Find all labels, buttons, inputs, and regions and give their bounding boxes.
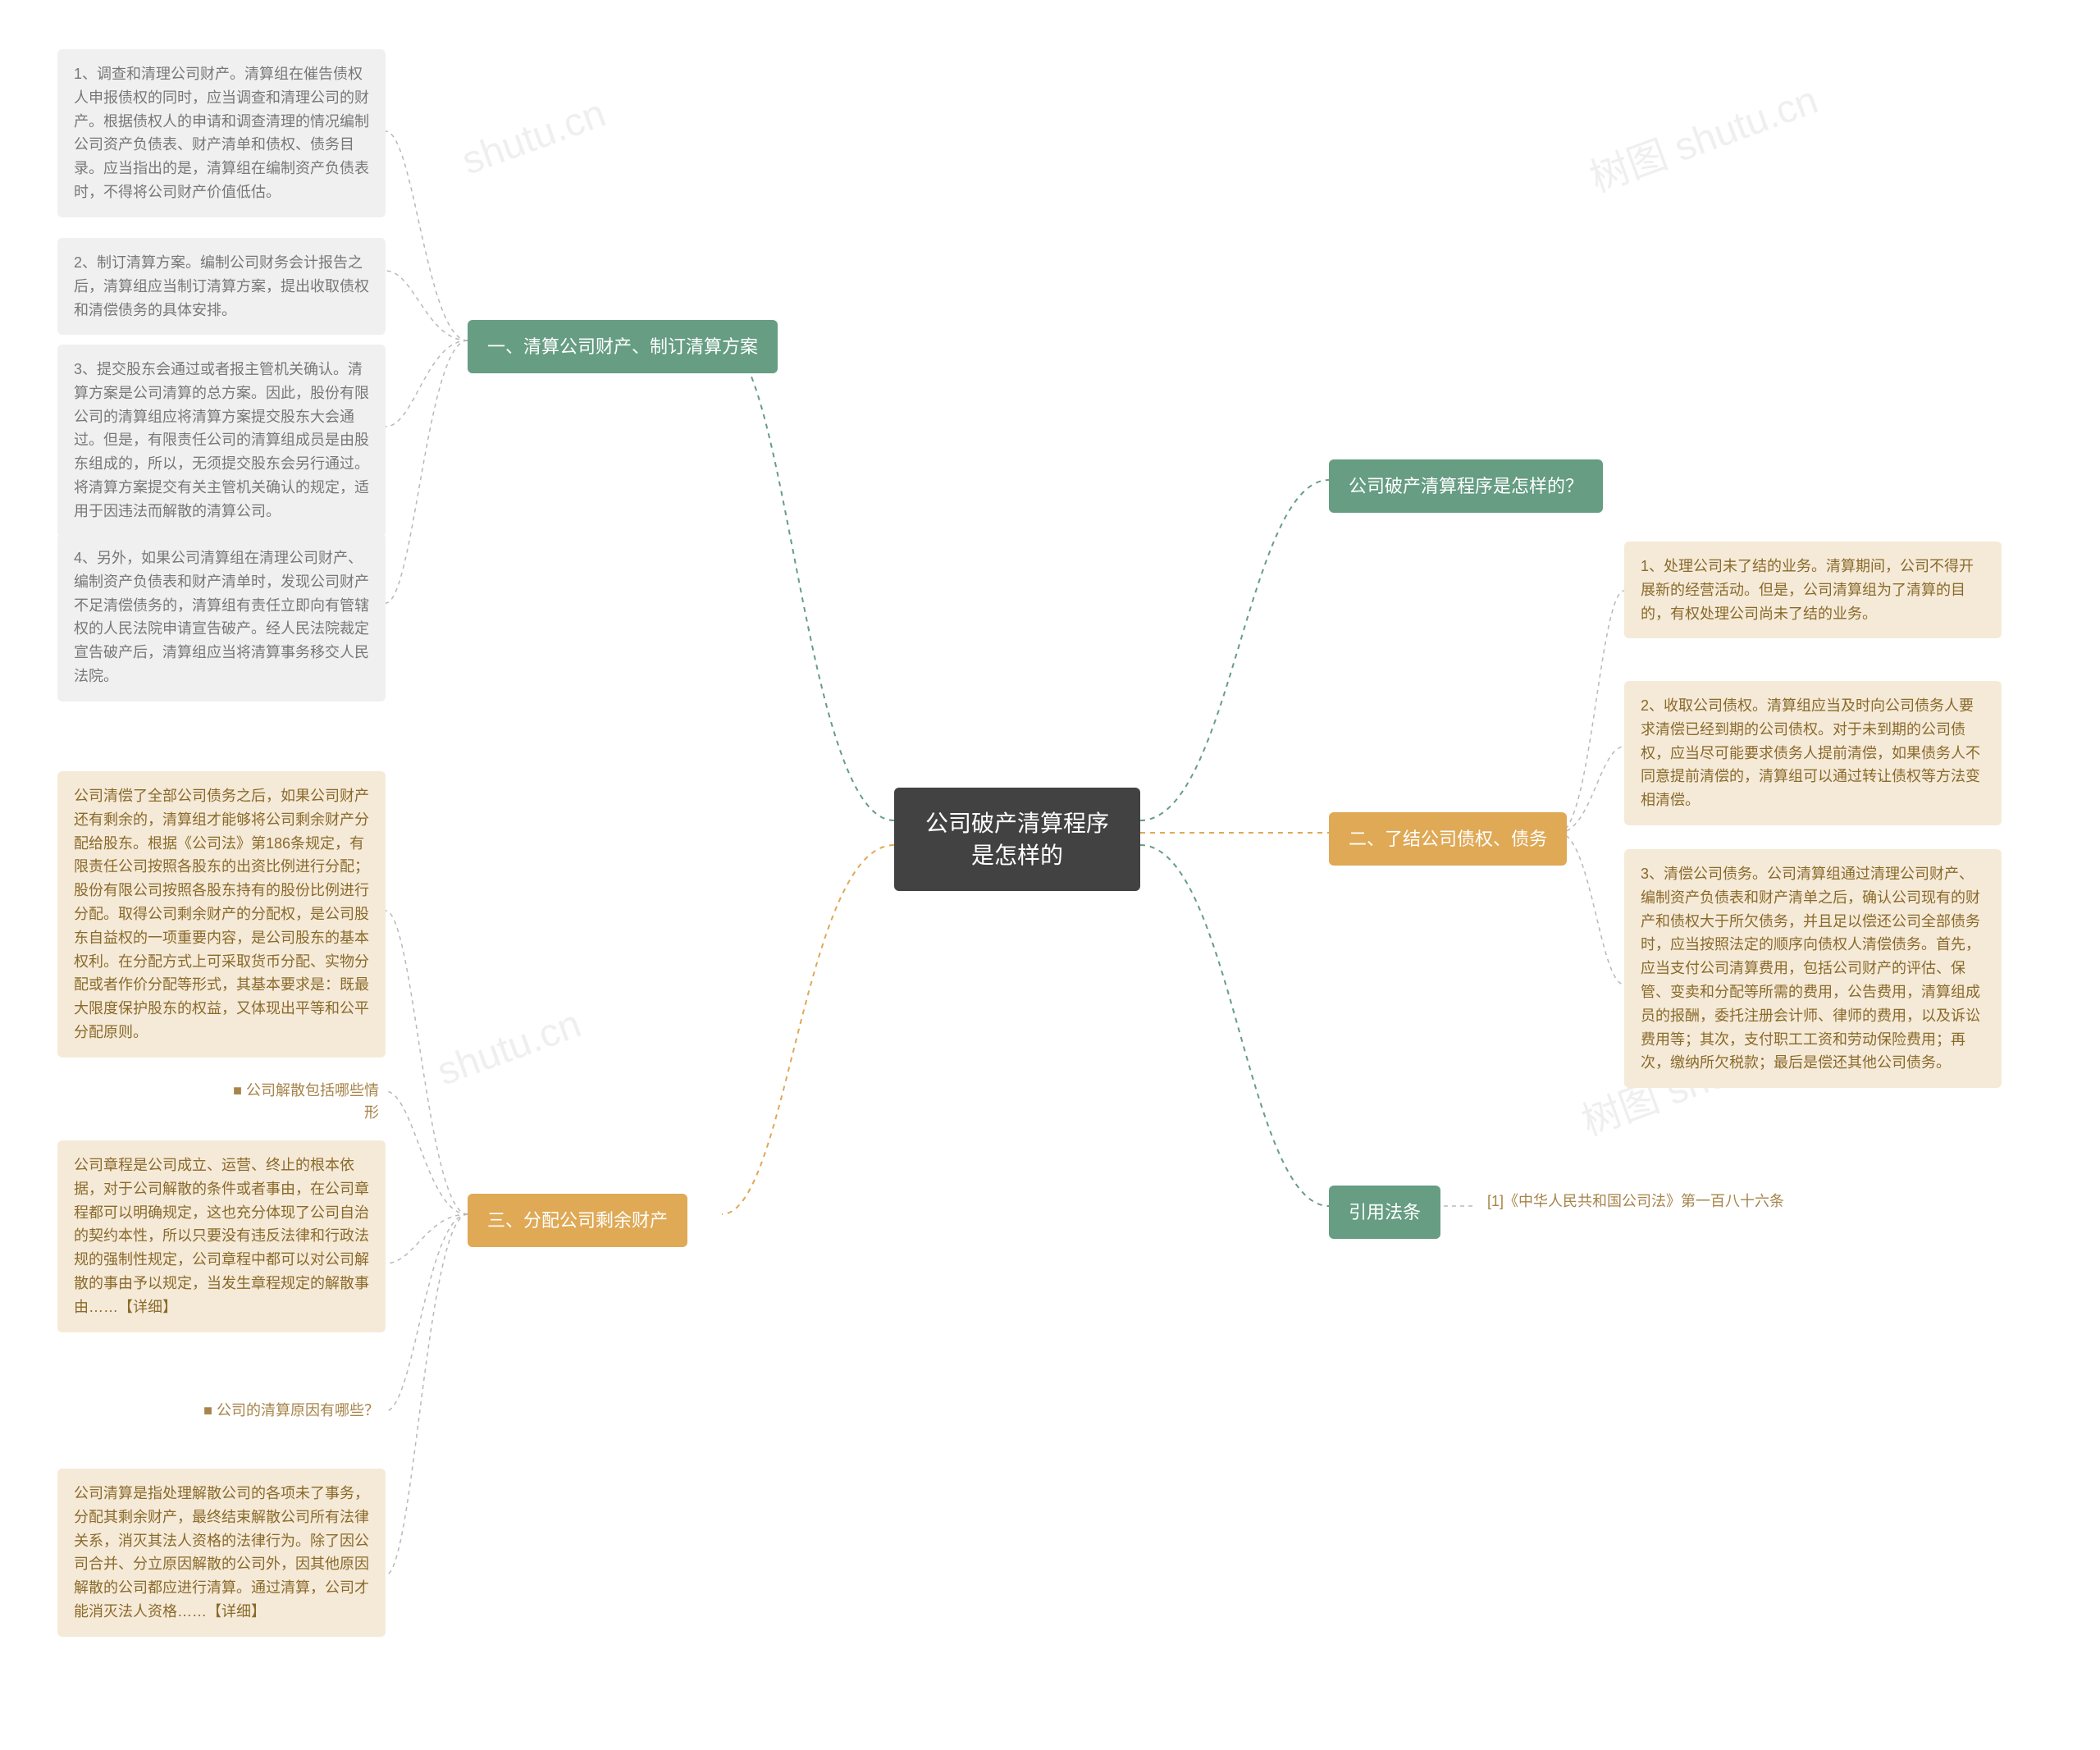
branch-2-leaf-1: 1、处理公司未了结的业务。清算期间，公司不得开展新的经营活动。但是，公司清算组为…	[1624, 541, 2002, 638]
branch-1: 一、清算公司财产、制订清算方案	[468, 320, 778, 373]
branch-3-leaf-2: 公司章程是公司成立、运营、终止的根本依据，对于公司解散的条件或者事由，在公司章程…	[57, 1140, 386, 1332]
branch-3-leaf-3: 公司清算是指处理解散公司的各项未了事务，分配其剩余财产，最终结束解散公司所有法律…	[57, 1469, 386, 1637]
law-reference: [1]《中华人民共和国公司法》第一百八十六条	[1481, 1186, 1825, 1218]
branch-3-sublabel-2: ■ 公司的清算原因有哪些？	[197, 1395, 386, 1427]
right-header: 公司破产清算程序是怎样的？	[1329, 459, 1603, 513]
center-node: 公司破产清算程序是怎样的	[894, 788, 1140, 891]
branch-3: 三、分配公司剩余财产	[468, 1194, 687, 1247]
center-title: 公司破产清算程序是怎样的	[925, 811, 1109, 868]
branch-1-leaf-2: 2、制订清算方案。编制公司财务会计报告之后，清算组应当制订清算方案，提出收取债权…	[57, 238, 386, 335]
branch-3-leaf-1: 公司清偿了全部公司债务之后，如果公司财产还有剩余的，清算组才能够将公司剩余财产分…	[57, 771, 386, 1058]
branch-1-leaf-3: 3、提交股东会通过或者报主管机关确认。清算方案是公司清算的总方案。因此，股份有限…	[57, 345, 386, 537]
branch-3-sublabel-1: ■ 公司解散包括哪些情形	[213, 1075, 386, 1129]
branch-2-leaf-2: 2、收取公司债权。清算组应当及时向公司债务人要求清偿已经到期的公司债权。对于未到…	[1624, 681, 2002, 825]
branch-2-leaf-3: 3、清偿公司债务。公司清算组通过清理公司财产、编制资产负债表和财产清单之后，确认…	[1624, 849, 2002, 1088]
branch-2: 二、了结公司债权、债务	[1329, 812, 1567, 866]
branch-law: 引用法条	[1329, 1186, 1440, 1239]
branch-1-leaf-4: 4、另外，如果公司清算组在清理公司财产、编制资产负债表和财产清单时，发现公司财产…	[57, 533, 386, 701]
branch-1-leaf-1: 1、调查和清理公司财产。清算组在催告债权人申报债权的同时，应当调查和清理公司的财…	[57, 49, 386, 217]
